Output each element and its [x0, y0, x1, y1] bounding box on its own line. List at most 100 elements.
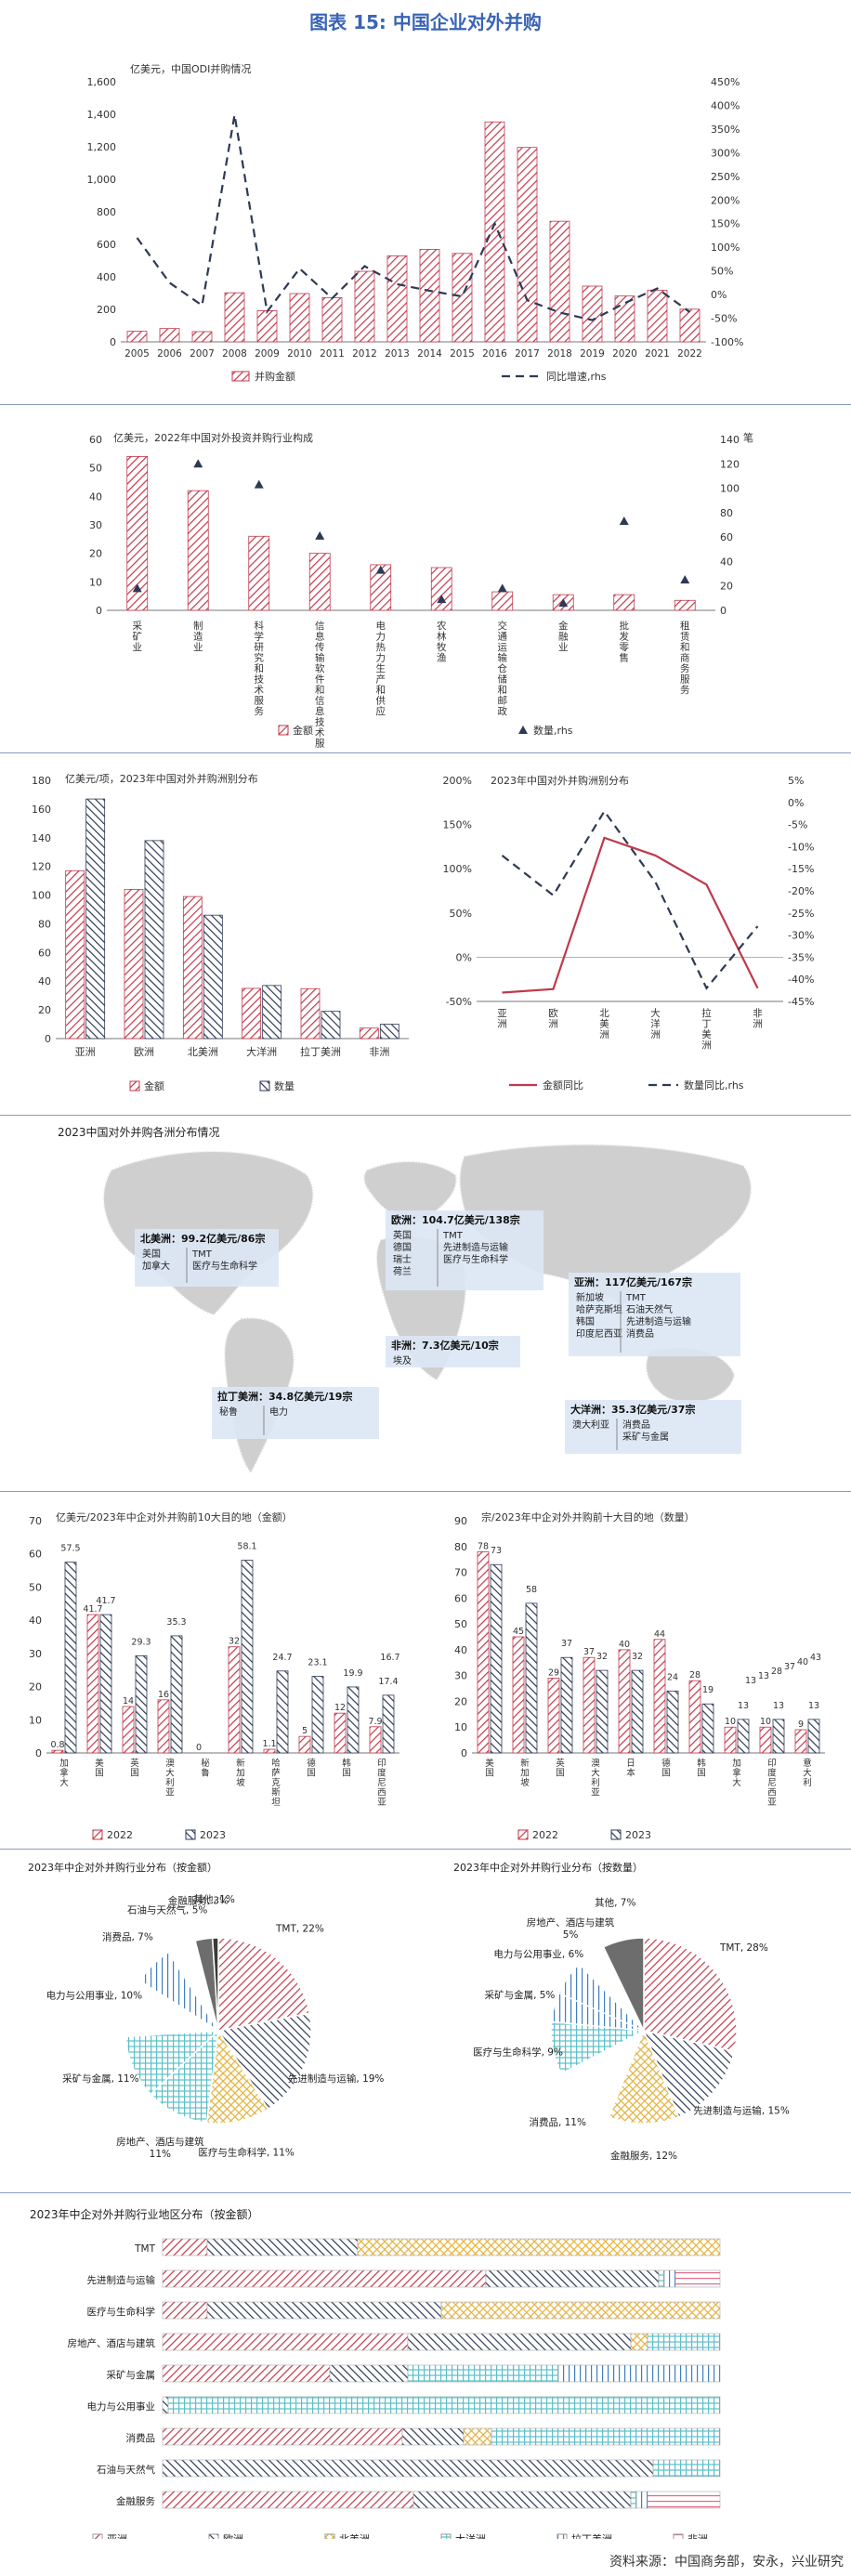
region-box-industry: 采矿与金属 — [622, 1431, 669, 1443]
industry-region-chart: 2023年中企对外并购行业地区分布（按金额） TMT 先进制造与运输医疗与生命科学房… — [30, 2207, 721, 2539]
data-label-2023: 58 — [526, 1585, 537, 1595]
bar-2022 — [583, 1656, 596, 1754]
y-tick-label: 1,000 — [87, 174, 117, 186]
region-box-country: 埃及 — [393, 1354, 412, 1366]
y2-tick-label: -20% — [788, 885, 814, 897]
region-box-country: 澳大利亚 — [572, 1419, 609, 1431]
data-label-2022: 45 — [513, 1627, 524, 1637]
x-tick-label: 大 — [59, 1777, 69, 1788]
x-tick-label: 发 — [620, 631, 630, 643]
x-tick-label: 交 — [498, 620, 508, 632]
stack-segment — [162, 2333, 409, 2351]
data-label-2023: 19.9 — [343, 1668, 362, 1679]
x-tick-label: 丁 — [701, 1019, 712, 1030]
data-label-2022: 12 — [334, 1703, 346, 1713]
x-tick-label: 政 — [498, 705, 508, 717]
y-tick-label: 1,200 — [87, 141, 117, 153]
pie-label: 医疗与生命科学, 9% — [473, 2046, 563, 2058]
bar-amount — [354, 270, 375, 343]
data-label-2022: 41.7 — [83, 1604, 102, 1615]
y2-tick-label: -30% — [788, 930, 814, 942]
data-label-2022: 14 — [123, 1696, 134, 1706]
x-tick-label: 加 — [732, 1759, 741, 1769]
x-tick-label: 北美洲 — [188, 1046, 218, 1058]
x-tick-label: 储 — [498, 673, 508, 686]
y2-tick-label: 200% — [711, 194, 740, 206]
region-box-industry: TMT — [442, 1231, 464, 1241]
data-label-extra: 13 — [745, 1676, 756, 1686]
x-tick-label: 息 — [315, 631, 325, 643]
x-tick-label: 大洋洲 — [246, 1045, 277, 1058]
region-box-bg — [386, 1210, 543, 1290]
y-tick-label: 200% — [443, 775, 472, 787]
legend-label-amount: 金额 — [293, 724, 313, 737]
data-label-2022: 5 — [302, 1726, 308, 1736]
x-tick-label: 采 — [133, 621, 143, 632]
y2-tick-label: 450% — [711, 76, 740, 88]
pie-label: TMT, 22% — [275, 1924, 324, 1935]
marker-count — [132, 583, 142, 593]
bar-amount — [321, 296, 343, 343]
x-tick-label: 业 — [558, 642, 569, 653]
legend-label: 亚洲 — [107, 2533, 127, 2539]
bar-2022 — [724, 1726, 737, 1754]
x-tick-label: 大 — [732, 1777, 741, 1788]
legend-swatch-count — [518, 726, 528, 734]
stack-segment — [674, 2269, 721, 2288]
region-box-industry: 消费品 — [626, 1327, 654, 1340]
x-tick-label: 欧 — [548, 1008, 558, 1019]
y-tick-label: 10 — [89, 576, 102, 588]
pie-label: 其他, 1% — [193, 1893, 234, 1905]
legend-label-2022: 2022 — [107, 1829, 133, 1841]
x-tick-label: 英 — [556, 1758, 565, 1769]
x-tick-label: 鲁 — [201, 1768, 210, 1779]
stack-segment — [630, 2333, 648, 2351]
region-box-country: 秘鲁 — [219, 1406, 238, 1418]
x-tick-label: 生 — [376, 662, 386, 674]
industry-chart-panel: 0 10 20 30 40 50 60 0 20 40 60 80 100 120 140 亿美元，2022年… — [0, 413, 851, 748]
y-tick-label: 30 — [29, 1648, 42, 1660]
bar-2023 — [772, 1719, 785, 1754]
y-tick-label: 40 — [38, 975, 51, 987]
bar-amount — [613, 594, 635, 611]
x-tick-label: 通 — [498, 632, 508, 643]
x-tick-label: 英 — [130, 1758, 139, 1769]
x-tick-label: 拿 — [732, 1768, 741, 1779]
legend-label-amount: 并购金额 — [255, 370, 295, 383]
x-tick-label: 热 — [376, 641, 386, 653]
x-tick-label: 研 — [255, 642, 265, 653]
x-tick-label: 2007 — [190, 348, 215, 360]
x-tick-label: 零 — [620, 642, 630, 653]
bar-amount — [517, 147, 538, 343]
y-tick-label: 60 — [29, 1549, 42, 1561]
marker-count — [497, 583, 507, 593]
legend-label: 北美洲 — [339, 2533, 370, 2539]
pie-label: 医疗与生命科学, 11% — [198, 2147, 295, 2159]
stack-segment — [630, 2491, 637, 2509]
marker-count — [437, 595, 447, 604]
region-box-industry: 先进制造与运输 — [626, 1315, 691, 1327]
data-label-2022: 28 — [689, 1670, 700, 1680]
world-map: 2023中国对外并购各洲分布情况北美洲：99.2亿美元/86宗美国加拿大TMT医… — [58, 1125, 753, 1474]
x-tick-label: 电 — [376, 620, 386, 632]
pie-label: 金融服务, 12% — [610, 2150, 677, 2162]
x-tick-label: 商 — [680, 652, 690, 664]
x-tick-label: 萨 — [271, 1769, 281, 1779]
pie-slice — [211, 1937, 219, 2032]
divider — [0, 404, 851, 405]
x-tick-label: 林 — [437, 631, 447, 643]
y2-tick-label: -35% — [788, 951, 814, 963]
data-label-2023: 58.1 — [237, 1542, 256, 1552]
bar-2022 — [228, 1646, 241, 1754]
line-count-yoy — [501, 809, 759, 990]
region-box-bg — [565, 1400, 741, 1454]
pie-label: 11% — [150, 2149, 171, 2160]
x-tick-label: 2016 — [482, 348, 507, 360]
x-tick-label: 牧 — [437, 641, 447, 653]
data-label-2022: 37 — [583, 1647, 595, 1657]
marker-count — [558, 598, 569, 608]
pie-value-chart: 2023年中企对外并购行业分布（按金额） TMT, 22% 先进制造与运输, 19%… — [28, 1861, 384, 2160]
stack-segment — [557, 2364, 721, 2383]
x-tick-label: 赁 — [680, 631, 690, 643]
